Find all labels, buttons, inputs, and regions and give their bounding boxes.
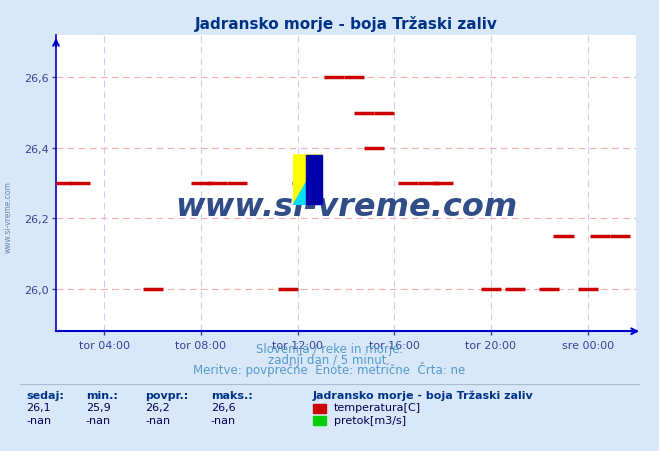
Polygon shape (294, 156, 322, 205)
Text: 26,6: 26,6 (211, 402, 235, 412)
Text: www.si-vreme.com: www.si-vreme.com (3, 180, 13, 253)
Text: Meritve: povprečne  Enote: metrične  Črta: ne: Meritve: povprečne Enote: metrične Črta:… (193, 361, 466, 377)
Text: pretok[m3/s]: pretok[m3/s] (334, 415, 406, 425)
Polygon shape (306, 156, 322, 205)
Text: -nan: -nan (145, 415, 170, 425)
Text: maks.:: maks.: (211, 390, 252, 400)
Text: povpr.:: povpr.: (145, 390, 188, 400)
Text: 25,9: 25,9 (86, 402, 111, 412)
Text: 26,2: 26,2 (145, 402, 170, 412)
Text: -nan: -nan (86, 415, 111, 425)
Text: 26,1: 26,1 (26, 402, 51, 412)
Text: -nan: -nan (211, 415, 236, 425)
Text: sedaj:: sedaj: (26, 390, 64, 400)
Text: Slovenija / reke in morje.: Slovenija / reke in morje. (256, 343, 403, 356)
Polygon shape (294, 156, 322, 205)
Title: Jadransko morje - boja Tržaski zaliv: Jadransko morje - boja Tržaski zaliv (194, 16, 498, 32)
Text: temperatura[C]: temperatura[C] (334, 402, 421, 412)
Text: Jadransko morje - boja Tržaski zaliv: Jadransko morje - boja Tržaski zaliv (313, 389, 534, 400)
Text: zadnji dan / 5 minut.: zadnji dan / 5 minut. (268, 353, 391, 366)
Text: -nan: -nan (26, 415, 51, 425)
Text: min.:: min.: (86, 390, 117, 400)
Text: www.si-vreme.com: www.si-vreme.com (175, 192, 517, 223)
